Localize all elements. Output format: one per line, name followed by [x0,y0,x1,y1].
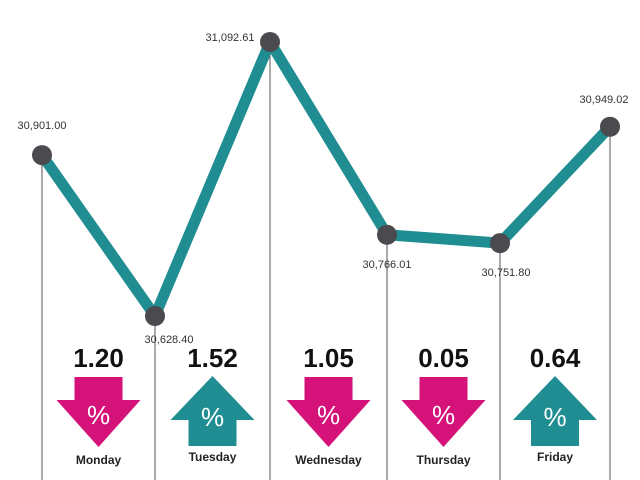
percent-symbol: % [317,400,340,430]
day-label: Monday [76,453,122,467]
data-point-value-label: 30,751.80 [482,267,531,279]
percent-symbol: % [201,402,224,432]
percent-symbol: % [543,402,566,432]
percent-symbol: % [87,400,110,430]
percent-symbol: % [432,400,455,430]
down-arrow-icon [56,377,141,447]
daily-change-panel: 1.20% Monday 1.52% Tuesday 1.05% Wednesday 0.0… [56,343,597,467]
index-line-series [36,36,616,322]
series-line [36,36,616,322]
data-point [145,306,165,326]
up-arrow-icon [513,376,597,446]
day-label: Tuesday [189,450,237,464]
down-arrow-icon [401,377,486,447]
data-point-markers [32,32,620,326]
daily-change-value: 0.05 [418,343,469,373]
day-label: Thursday [416,453,470,467]
data-point [260,32,280,52]
up-arrow-icon [170,376,255,446]
daily-change-value: 1.05 [303,343,354,373]
data-point [490,233,510,254]
vertical-guides [41,42,611,480]
data-point-value-label: 30,766.01 [363,259,412,271]
down-arrow-icon [286,377,371,447]
daily-change-value: 0.64 [530,343,581,373]
daily-change-value: 1.20 [73,343,124,373]
data-point-value-label: 30,628.40 [145,334,194,346]
data-point-value-label: 30,901.00 [18,120,67,132]
data-point-value-label: 31,092.61 [206,32,255,44]
data-point-labels: 30,901.00 30,628.40 31,092.61 30,766.01 30,7… [18,32,629,346]
data-point [32,145,52,166]
data-point [600,116,620,137]
daily-change-value: 1.52 [187,343,238,373]
data-point-value-label: 30,949.02 [580,94,629,106]
data-point [377,224,397,245]
day-label: Wednesday [295,453,362,467]
day-label: Friday [537,450,573,464]
